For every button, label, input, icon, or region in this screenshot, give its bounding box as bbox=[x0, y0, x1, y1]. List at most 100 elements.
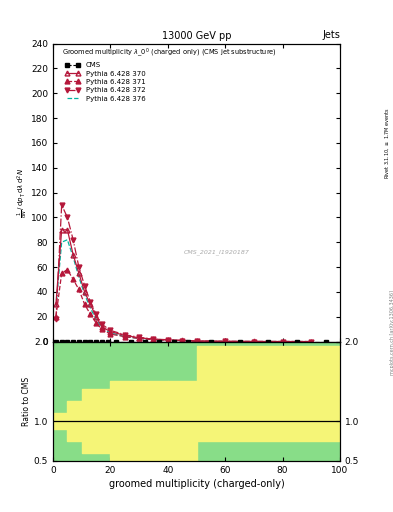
Pythia 6.428 376 bbox=[252, 338, 256, 345]
Pythia 6.428 370 bbox=[223, 338, 228, 345]
Pythia 6.428 371 bbox=[180, 337, 185, 344]
Pythia 6.428 376 bbox=[94, 316, 99, 322]
Pythia 6.428 372 bbox=[280, 338, 285, 345]
Pythia 6.428 376 bbox=[108, 330, 113, 336]
Pythia 6.428 372 bbox=[137, 334, 141, 340]
Pythia 6.428 371 bbox=[59, 270, 64, 276]
Pythia 6.428 376 bbox=[77, 274, 81, 280]
Pythia 6.428 370 bbox=[137, 335, 141, 341]
Pythia 6.428 371 bbox=[280, 338, 285, 345]
Pythia 6.428 371 bbox=[94, 320, 99, 326]
CMS bbox=[65, 338, 70, 345]
Pythia 6.428 372 bbox=[108, 327, 113, 333]
Pythia 6.428 376 bbox=[223, 338, 228, 345]
Pythia 6.428 372 bbox=[88, 299, 93, 305]
Pythia 6.428 372 bbox=[94, 311, 99, 317]
Pythia 6.428 371 bbox=[53, 314, 58, 320]
CMS bbox=[82, 338, 87, 345]
Pythia 6.428 372 bbox=[71, 237, 75, 243]
Pythia 6.428 371 bbox=[123, 333, 127, 339]
Pythia 6.428 372 bbox=[165, 337, 170, 343]
Line: Pythia 6.428 376: Pythia 6.428 376 bbox=[56, 240, 311, 342]
Pythia 6.428 371 bbox=[309, 338, 314, 345]
CMS bbox=[94, 338, 99, 345]
Line: CMS: CMS bbox=[54, 340, 327, 344]
Y-axis label: Ratio to CMS: Ratio to CMS bbox=[22, 377, 31, 426]
CMS bbox=[323, 338, 328, 345]
Pythia 6.428 376 bbox=[53, 304, 58, 310]
Pythia 6.428 371 bbox=[194, 338, 199, 344]
Pythia 6.428 370 bbox=[108, 329, 113, 335]
CMS bbox=[59, 338, 64, 345]
CMS bbox=[88, 338, 93, 345]
CMS bbox=[128, 338, 133, 345]
CMS bbox=[171, 338, 176, 345]
Pythia 6.428 372 bbox=[180, 337, 185, 344]
Pythia 6.428 371 bbox=[65, 266, 70, 272]
Pythia 6.428 370 bbox=[88, 301, 93, 307]
Pythia 6.428 372 bbox=[53, 316, 58, 322]
Pythia 6.428 371 bbox=[88, 311, 93, 317]
Pythia 6.428 376 bbox=[180, 338, 185, 344]
Pythia 6.428 370 bbox=[123, 332, 127, 338]
Line: Pythia 6.428 371: Pythia 6.428 371 bbox=[53, 267, 314, 344]
CMS bbox=[295, 338, 299, 345]
Text: Groomed multiplicity $\lambda\_0^0$ (charged only) (CMS jet substructure): Groomed multiplicity $\lambda\_0^0$ (cha… bbox=[62, 47, 277, 59]
Pythia 6.428 370 bbox=[151, 336, 156, 342]
Pythia 6.428 371 bbox=[137, 335, 141, 342]
Pythia 6.428 372 bbox=[99, 321, 104, 327]
Pythia 6.428 370 bbox=[53, 301, 58, 307]
Pythia 6.428 372 bbox=[252, 338, 256, 345]
Pythia 6.428 371 bbox=[108, 331, 113, 337]
CMS bbox=[143, 338, 147, 345]
Y-axis label: $\frac{1}{\mathrm{d}N}\,/\,\mathrm{d}p_\mathrm{T}\,\mathrm{d}\lambda\,\mathrm{d}: $\frac{1}{\mathrm{d}N}\,/\,\mathrm{d}p_\… bbox=[15, 167, 29, 218]
Line: Pythia 6.428 370: Pythia 6.428 370 bbox=[53, 227, 314, 344]
CMS bbox=[77, 338, 81, 345]
Pythia 6.428 370 bbox=[280, 338, 285, 345]
Pythia 6.428 372 bbox=[82, 283, 87, 289]
Pythia 6.428 371 bbox=[223, 338, 228, 345]
CMS bbox=[237, 338, 242, 345]
CMS bbox=[99, 338, 104, 345]
Pythia 6.428 376 bbox=[309, 338, 314, 345]
Pythia 6.428 370 bbox=[252, 338, 256, 345]
Pythia 6.428 372 bbox=[123, 332, 127, 338]
CMS bbox=[53, 338, 58, 345]
Pythia 6.428 376 bbox=[59, 239, 64, 245]
Pythia 6.428 376 bbox=[194, 338, 199, 345]
Line: Pythia 6.428 372: Pythia 6.428 372 bbox=[53, 203, 314, 344]
Text: Rivet 3.1.10, $\geq$ 1.7M events: Rivet 3.1.10, $\geq$ 1.7M events bbox=[383, 108, 391, 179]
Pythia 6.428 370 bbox=[65, 227, 70, 233]
Pythia 6.428 376 bbox=[137, 335, 141, 342]
Title: 13000 GeV pp: 13000 GeV pp bbox=[162, 31, 231, 41]
CMS bbox=[114, 338, 119, 345]
CMS bbox=[209, 338, 213, 345]
Pythia 6.428 372 bbox=[59, 202, 64, 208]
Pythia 6.428 370 bbox=[77, 270, 81, 276]
Text: CMS_2021_I1920187: CMS_2021_I1920187 bbox=[184, 249, 250, 255]
Pythia 6.428 372 bbox=[151, 336, 156, 342]
Pythia 6.428 376 bbox=[165, 337, 170, 344]
Text: Jets: Jets bbox=[322, 30, 340, 40]
Text: mcplots.cern.ch [arXiv:1306.3436]: mcplots.cern.ch [arXiv:1306.3436] bbox=[390, 290, 393, 375]
Pythia 6.428 371 bbox=[151, 337, 156, 343]
CMS bbox=[71, 338, 75, 345]
Pythia 6.428 370 bbox=[59, 227, 64, 233]
Pythia 6.428 372 bbox=[65, 215, 70, 221]
Pythia 6.428 370 bbox=[82, 289, 87, 295]
Pythia 6.428 371 bbox=[82, 301, 87, 307]
Pythia 6.428 376 bbox=[71, 254, 75, 260]
Pythia 6.428 370 bbox=[71, 251, 75, 258]
Pythia 6.428 370 bbox=[99, 324, 104, 330]
CMS bbox=[105, 338, 110, 345]
Pythia 6.428 371 bbox=[77, 286, 81, 292]
Pythia 6.428 371 bbox=[252, 338, 256, 345]
CMS bbox=[157, 338, 162, 345]
Pythia 6.428 376 bbox=[151, 337, 156, 343]
Pythia 6.428 370 bbox=[194, 338, 199, 344]
CMS bbox=[185, 338, 190, 345]
Pythia 6.428 372 bbox=[309, 338, 314, 345]
Pythia 6.428 376 bbox=[88, 305, 93, 311]
Pythia 6.428 370 bbox=[94, 314, 99, 320]
Pythia 6.428 376 bbox=[123, 333, 127, 339]
